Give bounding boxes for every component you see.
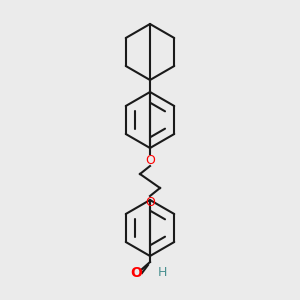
Text: O: O <box>130 266 142 280</box>
Text: H: H <box>157 266 167 280</box>
Text: O: O <box>145 196 155 208</box>
Text: O: O <box>145 154 155 166</box>
